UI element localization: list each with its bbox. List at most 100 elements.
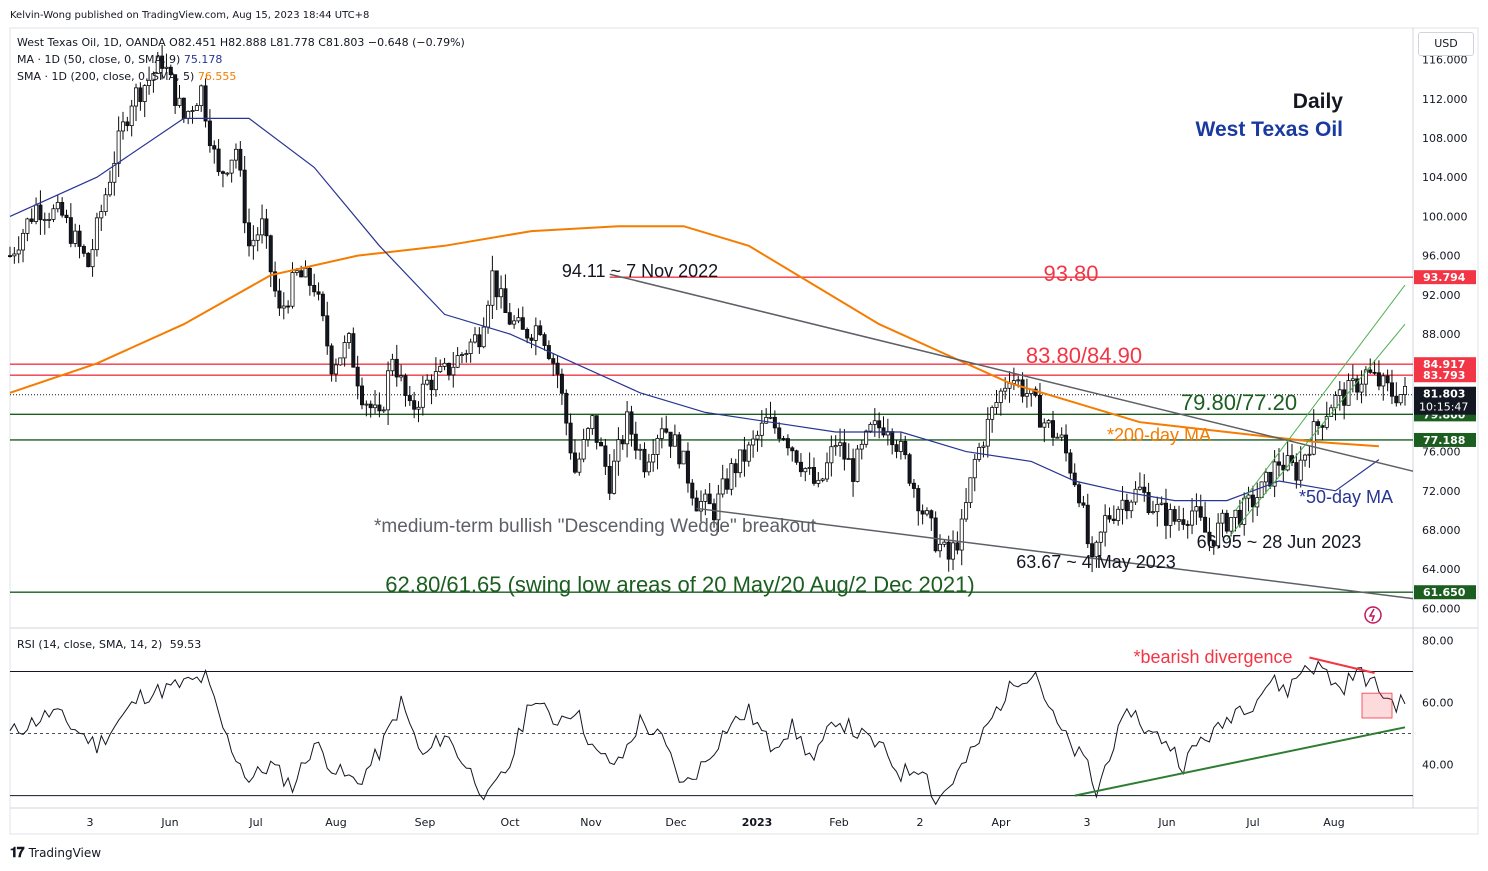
candle-body <box>1037 395 1042 428</box>
time-tick-label: Aug <box>1323 816 1344 829</box>
candle-body <box>125 121 130 127</box>
candle-body <box>1024 393 1029 397</box>
candle-body <box>911 482 916 489</box>
candle-body <box>1224 512 1229 532</box>
candle-body <box>307 267 312 286</box>
price-tick-label: 96.000 <box>1422 250 1461 263</box>
time-tick-label: Dec <box>665 816 686 829</box>
candle-body <box>207 120 212 147</box>
candle-body <box>68 217 73 244</box>
candle-body <box>1116 508 1121 521</box>
candle-body <box>1381 375 1386 387</box>
rsi-tick-label: 60.00 <box>1422 696 1454 709</box>
candle-body <box>816 479 821 484</box>
rsi-highlight-box <box>1361 692 1393 719</box>
outer-border <box>9 27 1479 835</box>
level-tag-label: 83.793 <box>1423 369 1465 382</box>
candle-body <box>503 288 508 314</box>
candle-body <box>620 439 625 445</box>
alert-icon <box>1364 606 1382 624</box>
rsi-support-trendline <box>1074 726 1406 797</box>
candle-body <box>294 270 299 273</box>
candle-body <box>486 304 491 328</box>
ma50-legend[interactable]: MA · 1D (50, close, 0, SMA, 9) 75.178 <box>17 53 222 66</box>
ma50-line <box>9 117 1380 502</box>
candle-body <box>1150 511 1155 514</box>
symbol-legend[interactable]: West Texas Oil, 1D, OANDA O82.451 H82.88… <box>17 36 465 49</box>
candle-body <box>468 341 473 354</box>
candle-body <box>703 493 708 502</box>
candle-body <box>781 438 786 440</box>
candle-body <box>1281 464 1286 471</box>
time-tick-label: 3 <box>1084 816 1091 829</box>
candle-body <box>220 171 225 174</box>
candle-body <box>599 442 604 447</box>
rsi-legend[interactable]: RSI (14, close, SMA, 14, 2) 59.53 <box>17 638 201 651</box>
candle-body <box>325 315 330 347</box>
sma200-legend-label: SMA · 1D (200, close, 0, SMA, 5) <box>17 70 195 83</box>
candle-body <box>1316 421 1321 426</box>
candle-body <box>129 105 134 127</box>
sma200-legend-value: 76.555 <box>197 70 237 83</box>
candle-body <box>1207 531 1212 542</box>
candle-body <box>194 105 199 111</box>
price-tick-label: 68.000 <box>1422 524 1461 537</box>
candle-body <box>1177 519 1182 522</box>
currency-button[interactable]: USD <box>1418 32 1474 56</box>
candle-body <box>868 423 873 432</box>
candle-body <box>1220 512 1225 524</box>
candle-body <box>77 230 82 247</box>
countdown-label: 10:15:47 <box>1419 401 1468 414</box>
candle-body <box>1042 422 1047 428</box>
candle-body <box>164 66 169 69</box>
wedge-lower-line <box>696 507 1414 600</box>
sma200-legend[interactable]: SMA · 1D (200, close, 0, SMA, 5) 76.555 <box>17 70 236 83</box>
time-axis: 3 Jun Jul Aug Sep Oct Nov Dec 2023 Feb 2 Apr 3 Jun Jul… <box>87 816 1345 829</box>
candle-body <box>1016 379 1021 382</box>
chart-frame <box>9 27 1479 835</box>
candle-body <box>216 148 221 173</box>
candle-body <box>73 230 78 244</box>
chart-title: Daily <box>1293 90 1344 113</box>
candle-body <box>142 85 147 102</box>
candle-body <box>538 325 543 336</box>
annotation-63-67: 63.67 ~ 4 May 2023 <box>1016 552 1176 572</box>
candle-body <box>433 371 438 391</box>
time-tick-label: Sep <box>415 816 436 829</box>
candle-body <box>21 232 26 251</box>
candle-body <box>264 218 269 237</box>
candle-body <box>351 333 356 368</box>
candle-body <box>338 357 343 366</box>
annotation-bearish-divergence: *bearish divergence <box>1133 647 1292 667</box>
candle-body <box>572 452 577 473</box>
price-tick-label: 104.000 <box>1422 171 1468 184</box>
candle-body <box>664 428 669 433</box>
annotation-wedge: *medium-term bullish "Descending Wedge" … <box>374 516 817 537</box>
level-label-93-80: 93.80 <box>1043 261 1098 286</box>
candle-body <box>629 411 634 435</box>
candle-body <box>864 430 869 445</box>
tradingview-logo-icon: 𝟏𝟕 <box>10 845 25 861</box>
candle-body <box>242 169 247 224</box>
candle-body <box>1211 540 1216 547</box>
candle-body <box>920 510 925 515</box>
candle-body <box>655 438 660 455</box>
candle-body <box>442 362 447 367</box>
candle-body <box>173 74 178 106</box>
candle-body <box>60 201 65 216</box>
candle-body <box>1372 371 1377 374</box>
candle-body <box>168 66 173 76</box>
candle-body <box>155 55 160 74</box>
candle-body <box>633 433 638 451</box>
level-tag-label: 77.188 <box>1423 434 1465 447</box>
footer-brand[interactable]: 𝟏𝟕 TradingView <box>10 845 101 861</box>
alert-icon-bolt <box>1368 608 1376 622</box>
overlay-lines <box>10 276 1413 593</box>
candle-body <box>1263 471 1268 483</box>
candle-body <box>429 379 434 391</box>
candle-body <box>412 400 417 410</box>
level-price-tag: 84.917 <box>1414 357 1476 372</box>
candle-body <box>329 345 334 375</box>
level-price-tag: 83.793 <box>1414 368 1476 383</box>
